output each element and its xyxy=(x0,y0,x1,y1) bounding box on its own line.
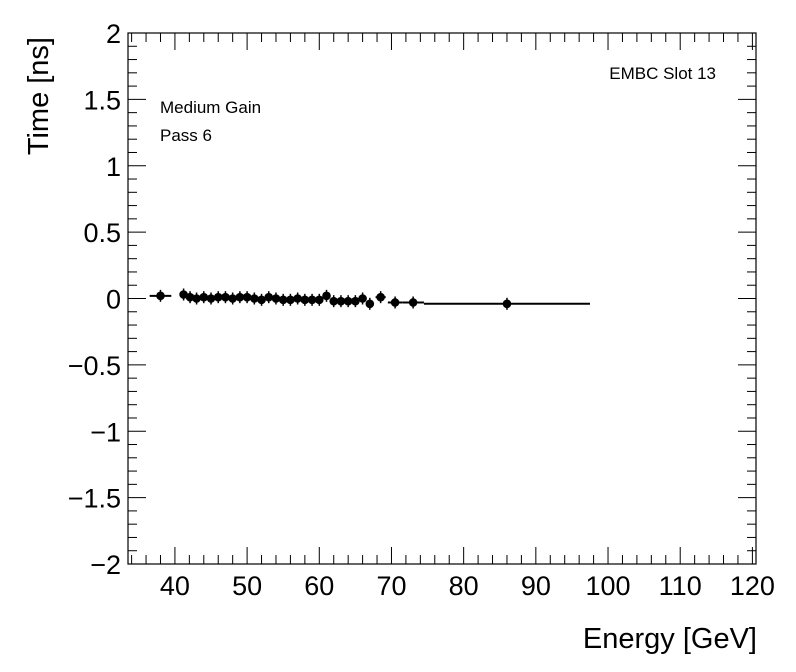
data-point xyxy=(300,293,310,306)
marker xyxy=(293,294,302,303)
axis-ticks xyxy=(128,32,756,565)
marker xyxy=(192,294,201,303)
marker xyxy=(199,292,209,302)
data-point xyxy=(221,291,230,304)
data-points xyxy=(149,288,590,310)
marker xyxy=(307,295,317,305)
y-tick-label: 1 xyxy=(106,152,121,182)
marker xyxy=(376,292,385,302)
marker xyxy=(264,292,274,302)
data-point xyxy=(242,291,252,304)
y-tick-labels: −2 −1.5 −1 −0.5 0 0.5 1 1.5 2 xyxy=(68,19,121,580)
y-tick-label: 0 xyxy=(106,285,121,315)
data-point xyxy=(322,289,331,302)
data-point xyxy=(213,291,223,304)
marker xyxy=(221,292,230,302)
x-axis-title: Energy [GeV] xyxy=(583,623,757,655)
y-tick-label: 2 xyxy=(106,19,121,49)
data-point xyxy=(365,297,375,310)
marker xyxy=(365,299,375,309)
marker xyxy=(278,295,288,305)
data-point xyxy=(149,289,172,302)
data-point xyxy=(336,295,346,308)
marker xyxy=(358,294,367,303)
marker xyxy=(206,294,216,303)
marker xyxy=(228,294,237,303)
y-tick-label: −1 xyxy=(90,417,121,447)
x-tick-label: 120 xyxy=(730,571,775,601)
marker xyxy=(390,298,400,307)
x-tick-label: 70 xyxy=(376,571,406,601)
x-tick-label: 90 xyxy=(521,571,551,601)
y-tick-label: 1.5 xyxy=(83,85,121,115)
data-point xyxy=(329,295,339,308)
data-point xyxy=(314,293,324,306)
marker xyxy=(271,294,281,303)
marker xyxy=(286,295,295,305)
data-point xyxy=(387,296,403,309)
y-axis-title: Time [ns] xyxy=(23,37,55,155)
marker xyxy=(235,292,245,302)
data-point xyxy=(199,291,209,304)
gain-label: Medium Gain xyxy=(160,98,261,117)
slot-label: EMBC Slot 13 xyxy=(609,64,716,83)
marker xyxy=(185,292,195,302)
x-tick-label: 40 xyxy=(160,571,190,601)
x-tick-label: 80 xyxy=(449,571,479,601)
data-point xyxy=(235,291,245,304)
marker xyxy=(242,292,252,302)
data-point xyxy=(343,295,353,308)
data-point xyxy=(307,293,317,306)
x-tick-label: 110 xyxy=(659,571,702,601)
marker xyxy=(408,298,418,307)
marker xyxy=(329,296,339,306)
marker xyxy=(213,292,223,302)
x-tick-labels: 40 50 60 70 80 90 100 110 120 xyxy=(160,571,775,601)
data-point xyxy=(206,292,216,305)
marker xyxy=(314,295,324,305)
x-tick-label: 100 xyxy=(585,571,630,601)
data-point xyxy=(250,292,259,305)
x-tick-label: 50 xyxy=(232,571,262,601)
data-point xyxy=(358,292,367,305)
marker xyxy=(351,296,360,306)
marker xyxy=(156,291,165,301)
marker xyxy=(343,296,353,306)
data-point xyxy=(423,297,590,310)
data-point xyxy=(293,292,302,305)
marker xyxy=(179,290,188,299)
data-point xyxy=(278,293,288,306)
data-point xyxy=(402,296,424,309)
data-point xyxy=(185,291,195,304)
x-tick-label: 60 xyxy=(304,571,334,601)
data-point xyxy=(264,291,274,304)
data-point xyxy=(179,288,188,301)
marker xyxy=(257,295,266,305)
data-point xyxy=(271,292,281,305)
data-point xyxy=(286,293,295,306)
data-point xyxy=(228,292,237,305)
y-tick-label: −1.5 xyxy=(68,484,121,514)
marker xyxy=(502,299,512,309)
data-point xyxy=(192,292,201,305)
data-point xyxy=(351,295,360,308)
marker xyxy=(300,295,310,305)
pass-label: Pass 6 xyxy=(160,126,212,145)
marker xyxy=(322,291,331,301)
data-point xyxy=(375,291,386,304)
y-tick-label: 0.5 xyxy=(83,218,121,248)
y-tick-label: −0.5 xyxy=(68,351,121,381)
data-point xyxy=(257,293,266,306)
y-tick-label: −2 xyxy=(90,550,121,580)
marker xyxy=(250,294,259,303)
marker xyxy=(336,296,346,306)
